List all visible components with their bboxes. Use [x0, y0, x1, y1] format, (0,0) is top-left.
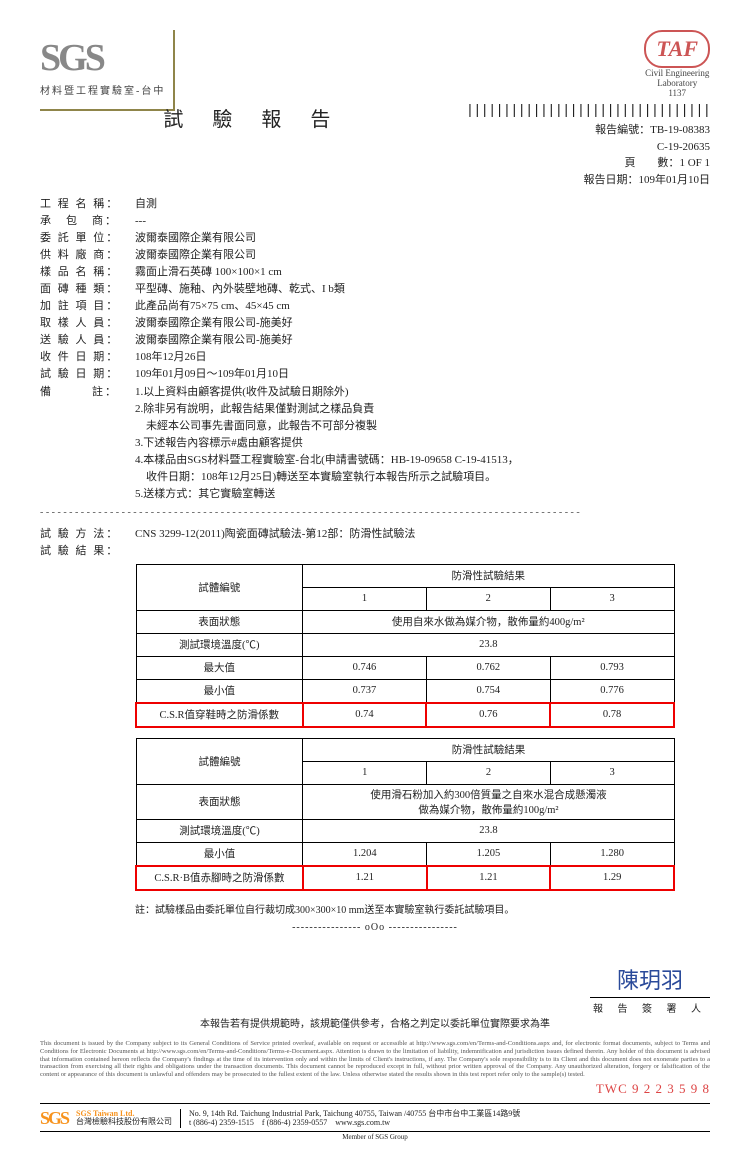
field-value: 自測: [135, 196, 710, 213]
footer: SGS SGS Taiwan Ltd. 台灣檢驗科技股份有限公司 No. 9, …: [40, 1103, 710, 1129]
method-val: CNS 3299-12(2011)陶瓷面磚試驗法-第12部：防滑性試驗法: [135, 526, 710, 543]
twc-number: TWC 9 2 2 3 5 9 8: [40, 1081, 710, 1097]
field-value: ---: [135, 213, 710, 230]
sgs-logo-block: SGS 材料暨工程實驗室-台中: [40, 30, 175, 111]
field-label: 供 料 廠 商：: [40, 247, 135, 264]
meta-block: ||||||||||||||||||||||||||||||||| 報告編號：T…: [466, 101, 710, 188]
field-value: 波爾泰國際企業有限公司-施美好: [135, 315, 710, 332]
barcode: |||||||||||||||||||||||||||||||||: [466, 101, 710, 122]
dash-line-1: - - - - - - - - - - - - - - - - - - - - …: [40, 507, 710, 518]
field-label: 工 程 名 稱：: [40, 196, 135, 213]
field-label: 樣 品 名 稱：: [40, 264, 135, 281]
signature-area: 陳玥羽 報 告 簽 署 人: [590, 963, 710, 1015]
field-value: 平型磚、施釉、內外裝壁地磚、乾式、I b類: [135, 281, 710, 298]
field-value: 波爾泰國際企業有限公司-施美好: [135, 332, 710, 349]
taf-line1: Civil Engineering: [644, 68, 710, 78]
pre-disclaimer: 本報告若有提供規範時，該規範僅供參考，合格之判定以委託單位實際要求為準: [40, 1015, 710, 1030]
footer-web: www.sgs.com.tw: [335, 1118, 390, 1127]
method-label: 試 驗 方 法：: [40, 526, 135, 543]
field-label: 承 包 商：: [40, 213, 135, 230]
field-list: 工 程 名 稱：自測承 包 商：---委 託 單 位：波爾泰國際企業有限公司供 …: [40, 196, 710, 503]
footer-co-en: SGS Taiwan Ltd.: [76, 1110, 172, 1119]
sgs-sub: 材料暨工程實驗室-台中: [40, 82, 165, 97]
field-label: 委 託 單 位：: [40, 230, 135, 247]
footer-sgs-logo: SGS: [40, 1108, 68, 1129]
footer-tel: t (886-4) 2359-1515: [189, 1118, 254, 1127]
report-title: 試 驗 報 告: [40, 103, 466, 132]
taf-logo: TAF: [644, 30, 710, 68]
footer-member: Member of SGS Group: [40, 1131, 710, 1141]
field-value: 109年01月09日～109年01月10日: [135, 366, 710, 383]
field-value: 霧面止滑石英磚 100×100×1 cm: [135, 264, 710, 281]
taf-line2: Laboratory: [644, 78, 710, 88]
field-label: 送 驗 人 員：: [40, 332, 135, 349]
taf-logo-block: TAF Civil Engineering Laboratory 1137: [644, 30, 710, 98]
signature-label: 報 告 簽 署 人: [590, 1000, 710, 1015]
field-value: 108年12月26日: [135, 349, 710, 366]
result-label: 試 驗 結 果：: [40, 543, 135, 560]
result-table-1: 試體編號防滑性試驗結果123表面狀態使用自來水做為媒介物，散佈量約400g/m²…: [135, 564, 675, 728]
reportno2: C-19-20635: [466, 139, 710, 156]
remarks-label: 備 註：: [40, 384, 135, 503]
field-label: 加 註 項 目：: [40, 298, 135, 315]
field-label: 面 磚 種 類：: [40, 281, 135, 298]
footer-fax: f (886-4) 2359-0557: [262, 1118, 327, 1127]
reportno-label: 報告編號：: [595, 124, 650, 136]
field-value: 波爾泰國際企業有限公司: [135, 247, 710, 264]
result-table-2: 試體編號防滑性試驗結果123表面狀態使用滑石粉加入約300倍質量之自來水混合成懸…: [135, 738, 675, 891]
remarks-value: 1.以上資料由顧客提供(收件及試驗日期除外)2.除非另有說明，此報告結果僅對測試…: [135, 384, 710, 503]
date-label: 報告日期：: [584, 174, 639, 186]
page-val: 1 OF 1: [679, 157, 710, 169]
footer-co-zh: 台灣檢驗科技股份有限公司: [76, 1118, 172, 1127]
field-label: 收 件 日 期：: [40, 349, 135, 366]
field-value: 波爾泰國際企業有限公司: [135, 230, 710, 247]
field-value: 此產品尚有75×75 cm、45×45 cm: [135, 298, 710, 315]
page-label: 頁 數：: [624, 157, 679, 169]
signature-name: 陳玥羽: [590, 963, 710, 998]
field-label: 試 驗 日 期：: [40, 366, 135, 383]
date-val: 109年01月10日: [639, 174, 711, 186]
sgs-logo: SGS: [40, 36, 165, 80]
footer-addr-zh: /40755 台中市台中工業區14路9號: [404, 1109, 520, 1118]
table-note: 註：試驗樣品由委託單位自行裁切成300×300×10 mm送至本實驗室執行委託試…: [135, 901, 710, 916]
ooo-divider: ---------------- oOo ----------------: [40, 922, 710, 933]
footer-addr-en: No. 9, 14th Rd. Taichung Industrial Park…: [189, 1109, 402, 1118]
field-label: 取 樣 人 員：: [40, 315, 135, 332]
disclaimer: This document is issued by the Company s…: [40, 1040, 710, 1079]
reportno1: TB-19-08383: [650, 124, 710, 136]
taf-num: 1137: [644, 88, 710, 98]
